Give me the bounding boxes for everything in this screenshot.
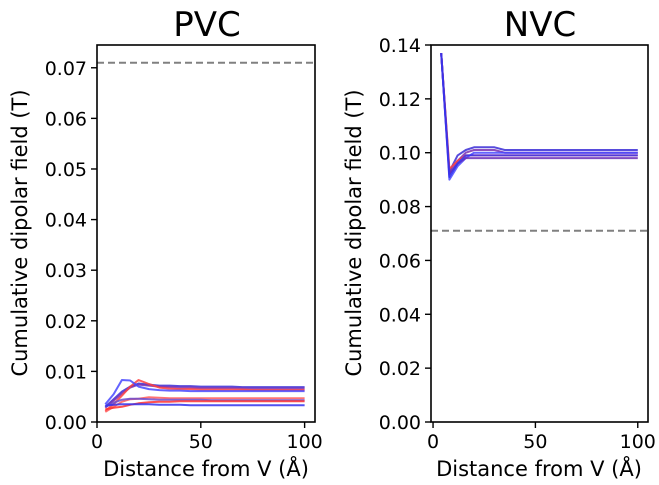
x-axis-label-nvc: Distance from V (Å): [436, 455, 642, 481]
y-tick-label: 0.06: [45, 108, 87, 130]
x-tick-label: 100: [620, 431, 656, 453]
x-tick-label: 50: [189, 431, 213, 453]
x-tick-label: 100: [286, 431, 322, 453]
y-tick-label: 0.01: [45, 361, 87, 383]
series-line-nvc-1: [440, 53, 638, 173]
y-tick-label: 0.10: [379, 143, 421, 165]
series-line-nvc-6: [440, 53, 638, 178]
series-line-pvc-4: [104, 379, 305, 405]
y-tick-label: 0.05: [45, 159, 87, 181]
panel-title-pvc: PVC: [173, 5, 241, 45]
y-tick-label: 0.08: [379, 197, 421, 219]
plot-area-nvc: 0 50 100 0.00 0.02 0.04 0.06 0.08 0.10 0.12 0.14: [379, 35, 656, 453]
y-tick-label: 0.04: [45, 210, 87, 232]
axes-frame-pvc: [96, 44, 316, 423]
y-tick-label: 0.12: [379, 89, 421, 111]
y-tick-label: 0.00: [379, 412, 421, 434]
x-tick-label: 50: [523, 431, 547, 453]
x-tick-label: 0: [91, 431, 103, 453]
y-axis-label-pvc: Cumulative dipolar field (T): [8, 89, 32, 376]
y-tick-label: 0.02: [45, 311, 87, 333]
x-tick-label: 0: [427, 431, 439, 453]
series-line-pvc-6: [104, 397, 305, 408]
y-tick-label: 0.14: [379, 35, 421, 57]
x-axis-label-pvc: Distance from V (Å): [103, 455, 309, 481]
y-axis-label-nvc: Cumulative dipolar field (T): [342, 89, 366, 376]
y-tick-label: 0.06: [379, 250, 421, 272]
series-line-pvc-8: [105, 403, 305, 407]
panel-pvc: PVC Cumulative dipolar field (T) Distanc…: [8, 5, 323, 481]
y-tick-label: 0.03: [45, 260, 87, 282]
axes-frame-nvc: [430, 44, 649, 423]
y-tick-label: 0.04: [379, 304, 421, 326]
y-tick-label: 0.00: [45, 412, 87, 434]
plot-area-pvc: 0 50 100 0.00 0.01 0.02 0.03 0.04 0.05 0.06 0.07: [45, 44, 323, 453]
series-line-nvc-5: [440, 53, 638, 176]
y-tick-label: 0.07: [45, 58, 87, 80]
series-line-nvc-4: [440, 53, 638, 181]
panel-title-nvc: NVC: [504, 5, 576, 45]
panel-nvc: NVC Cumulative dipolar field (T) Distanc…: [342, 5, 656, 481]
y-tick-label: 0.02: [379, 358, 421, 380]
series-line-pvc-2: [104, 383, 305, 409]
